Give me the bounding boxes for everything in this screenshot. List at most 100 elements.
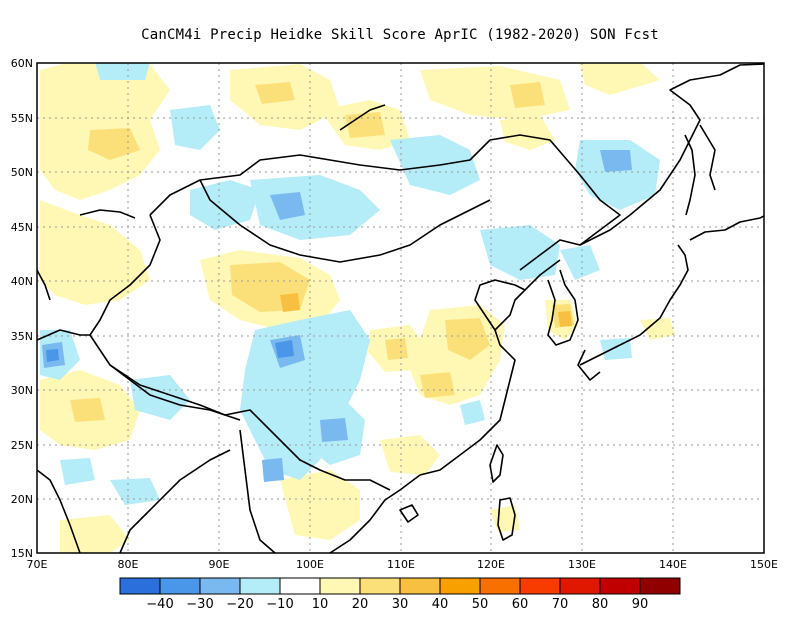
colorbar-swatch [119, 577, 161, 595]
mongolia-border [199, 179, 491, 263]
hainan [399, 504, 419, 523]
colorbar-label: 60 [512, 597, 529, 612]
lat-label: 35N [11, 330, 33, 343]
china-border-west [89, 214, 241, 421]
chart-title: CanCM4i Precip Heidke Skill Score AprIC … [141, 27, 659, 43]
colorbar-swatch [399, 577, 441, 595]
colorbar-label: 90 [632, 597, 649, 612]
neg-mid-manchuria [600, 150, 632, 172]
bohai-coast [474, 259, 561, 331]
neg-region-tibet [240, 310, 370, 480]
pos-mid-kazakh [88, 128, 140, 160]
longitude-labels: 70E 80E 90E 100E 110E 120E 130E 140E 150… [27, 558, 778, 571]
colorbar-label: 10 [312, 597, 329, 612]
colorbar-label: 40 [432, 597, 449, 612]
colorbar-swatch [159, 577, 201, 595]
pos-mid-india [70, 398, 105, 422]
kamchatka-sea [699, 124, 716, 191]
indochina-coast [239, 429, 276, 553]
lat-label: 55N [11, 112, 33, 125]
lat-label: 60N [11, 57, 33, 70]
neg-region-bay [110, 478, 160, 505]
strong-positive-areas [280, 293, 572, 327]
colorbar-label: 30 [392, 597, 409, 612]
colorbar-label: −40 [146, 597, 173, 612]
neg-region-central-asia [170, 105, 220, 150]
latitude-labels: 60N 55N 50N 45N 40N 35N 30N 25N 20N 15N [11, 57, 33, 560]
neg-mid-mongolia [270, 192, 305, 220]
graticule [37, 63, 764, 553]
neg-region-inner-mongolia [480, 225, 560, 280]
pos-mid-north [510, 82, 545, 108]
pos-dark-korea [558, 311, 572, 327]
pos-mid-east-china-south [420, 372, 455, 398]
lon-label: 150E [750, 558, 778, 571]
pos-mid-sichuan [385, 338, 408, 360]
colorbar-label: −10 [266, 597, 293, 612]
neg-mid-indochina [262, 458, 284, 482]
colorbar-swatch [599, 577, 641, 595]
lon-label: 80E [118, 558, 139, 571]
colorbar-label: 50 [472, 597, 489, 612]
sakhalin [684, 134, 696, 216]
pos-region-japan [640, 318, 675, 340]
colorbar-label: −30 [186, 597, 213, 612]
colorbar-swatch [239, 577, 281, 595]
lon-label: 90E [209, 558, 230, 571]
lat-label: 30N [11, 384, 33, 397]
lat-label: 50N [11, 166, 33, 179]
hokkaido [689, 215, 764, 241]
neg-dark-india [46, 349, 59, 362]
pos-region-far-north [580, 63, 660, 95]
strong-negative-areas [46, 340, 294, 362]
lat-label: 25N [11, 439, 33, 452]
pos-region-indochina [280, 470, 360, 540]
lake-baikal [339, 104, 386, 131]
neg-dark-tibet [275, 340, 294, 358]
pos-region-upper-siberia [420, 66, 570, 120]
colorbar: −40 −30 −20 −10 10 20 30 40 50 60 70 80 90 [119, 577, 681, 612]
colorbar-swatch [279, 577, 321, 595]
pos-region-south-china [380, 435, 440, 475]
india-pakistan [37, 329, 90, 341]
lon-label: 120E [477, 558, 505, 571]
lon-label: 110E [387, 558, 415, 571]
neg-mid-yunnan [320, 418, 348, 442]
kyushu [577, 349, 601, 381]
korea-coast [547, 269, 579, 346]
luzon [497, 497, 516, 541]
neg-region-siberia-west [95, 63, 150, 80]
map-frame [36, 62, 765, 554]
india-coast-east [119, 449, 231, 553]
lat-label: 40N [11, 275, 33, 288]
lat-label: 20N [11, 493, 33, 506]
neg-region-mongolia [250, 175, 380, 240]
lon-label: 140E [659, 558, 687, 571]
lon-label: 70E [27, 558, 48, 571]
colorbar-swatch [639, 577, 681, 595]
colorbar-swatch [479, 577, 521, 595]
colorbar-swatch [199, 577, 241, 595]
colorbar-label: 20 [352, 597, 369, 612]
neg-region-taiwan-strait [460, 400, 485, 425]
russia-coast-east [579, 63, 764, 246]
lake-balkhash [79, 209, 136, 219]
pos-dark-tarim [280, 293, 300, 312]
neg-region-india-central [60, 458, 95, 485]
lat-label: 15N [11, 547, 33, 560]
pos-region-luzon [490, 505, 520, 532]
taiwan [489, 444, 504, 483]
pos-region-kazakh-west [40, 200, 150, 305]
china-border-north [149, 134, 621, 271]
colorbar-swatch [519, 577, 561, 595]
colorbar-swatch [319, 577, 361, 595]
coastlines-borders [37, 63, 764, 553]
lon-label: 100E [296, 558, 324, 571]
neg-region-korea-north [560, 245, 600, 280]
india-coast [37, 469, 81, 553]
caspian-east [37, 269, 51, 301]
lat-label: 45N [11, 221, 33, 234]
colorbar-label: 80 [592, 597, 609, 612]
pos-region-india-south [60, 515, 130, 553]
lon-label: 130E [568, 558, 596, 571]
